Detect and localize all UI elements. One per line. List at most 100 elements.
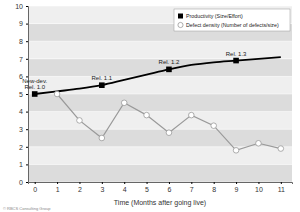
series-line <box>57 94 281 150</box>
x-tick: 5 <box>145 182 149 193</box>
y-tick-label: 9 <box>19 20 23 27</box>
chart: 01234567891011012345678910New-dev.Rel. 1… <box>0 0 300 212</box>
series-marker <box>256 140 262 146</box>
grid-band <box>28 76 292 94</box>
grid-band <box>28 112 292 130</box>
x-tick: 2 <box>78 182 82 193</box>
annotation-text: Rel. 1.3 <box>226 51 247 57</box>
series-marker <box>121 100 127 106</box>
series-marker <box>189 112 195 118</box>
x-tick-mark <box>258 182 259 184</box>
grid-line <box>28 146 292 147</box>
grid <box>28 6 292 182</box>
x-tick-label: 8 <box>212 186 216 193</box>
series-marker <box>211 123 217 129</box>
footnote: © RBCS Consulting Group <box>3 206 51 211</box>
series-marker <box>233 148 239 154</box>
legend-box <box>174 9 290 31</box>
series-marker <box>54 91 60 97</box>
grid-band <box>28 41 292 59</box>
grid-line <box>28 111 292 112</box>
grid-line <box>28 41 292 42</box>
legend-symbol <box>178 22 183 27</box>
plot-area: 01234567891011012345678910New-dev.Rel. 1… <box>15 3 292 193</box>
series-marker <box>99 135 105 141</box>
x-tick-mark <box>169 182 170 184</box>
x-axis-title: Time (Months after going live) <box>114 199 206 207</box>
y-tick-mark <box>26 182 28 183</box>
y-tick-mark <box>26 6 28 7</box>
grid-band <box>28 59 292 77</box>
y-tick-label: 4 <box>19 108 23 115</box>
x-tick-label: 4 <box>123 186 127 193</box>
y-tick-mark <box>26 59 28 60</box>
annotations: New-dev.Rel. 1.0Rel. 1.1Rel. 1.2Rel. 1.3 <box>22 51 247 90</box>
y-tick-mark <box>26 129 28 130</box>
x-tick-label: 9 <box>235 186 239 193</box>
legend: Productivity (Size/Effort)Defect density… <box>174 9 290 31</box>
series-marker <box>144 112 150 118</box>
x-tick-label: 6 <box>167 186 171 193</box>
grid-line <box>28 6 292 7</box>
x-tick: 11 <box>278 182 285 193</box>
y-tick: 4 <box>19 108 28 115</box>
x-tick: 4 <box>123 182 127 193</box>
x-tick-mark <box>236 182 237 184</box>
grid-band <box>28 164 292 182</box>
grid-band <box>28 94 292 112</box>
y-tick-label: 1 <box>19 161 23 168</box>
x-tick: 0 <box>33 182 37 193</box>
x-tick-mark <box>79 182 80 184</box>
x-tick-mark <box>281 182 282 184</box>
x-tick: 7 <box>190 182 194 193</box>
y-tick-mark <box>26 24 28 25</box>
x-tick: 9 <box>235 182 239 193</box>
y-tick: 8 <box>19 38 28 45</box>
x-tick: 8 <box>212 182 216 193</box>
x-tick-label: 11 <box>278 186 285 193</box>
y-tick-label: 0 <box>19 179 23 186</box>
x-axis: 0 1 2 3 4 5 6 7 8 9 10 11 <box>29 182 293 193</box>
x-tick: 10 <box>255 182 263 193</box>
y-axis-line <box>26 7 29 183</box>
x-tick-label: 5 <box>145 186 149 193</box>
annotation-text: Rel. 1.0 <box>24 84 45 90</box>
y-tick: 2 <box>19 144 28 151</box>
release-marker <box>99 82 105 88</box>
series-marker <box>278 146 284 152</box>
annotation-text: New-dev. <box>22 78 47 84</box>
x-tick-label: 1 <box>56 186 60 193</box>
x-tick-label: 10 <box>255 186 263 193</box>
y-tick-mark <box>26 147 28 148</box>
y-tick-mark <box>26 112 28 113</box>
y-tick-mark <box>26 41 28 42</box>
grid-band <box>28 147 292 165</box>
y-tick: 10 <box>15 3 28 10</box>
x-tick: 6 <box>167 182 171 193</box>
x-tick-label: 3 <box>100 186 104 193</box>
x-tick-label: 2 <box>78 186 82 193</box>
y-tick-label: 7 <box>19 56 23 63</box>
series-marker <box>77 118 83 124</box>
grid-line <box>28 129 292 130</box>
x-axis-line <box>29 183 293 185</box>
y-tick-mark <box>26 94 28 95</box>
y-tick-mark <box>26 164 28 165</box>
grid-line <box>28 76 292 77</box>
release-marker <box>233 58 239 64</box>
y-tick: 5 <box>19 91 28 98</box>
x-tick: 1 <box>56 182 60 193</box>
x-tick-mark <box>124 182 125 184</box>
release-marker <box>32 91 38 97</box>
grid-line <box>28 94 292 95</box>
annotation-text: Rel. 1.1 <box>91 75 112 81</box>
y-tick: 7 <box>19 56 28 63</box>
series-group <box>32 57 284 153</box>
y-tick: 3 <box>19 126 28 133</box>
x-tick-label: 7 <box>190 186 194 193</box>
y-tick-label: 8 <box>19 38 23 45</box>
y-tick: 0 <box>19 179 28 186</box>
y-tick: 9 <box>19 20 28 27</box>
series-marker <box>166 130 172 136</box>
x-tick-mark <box>214 182 215 184</box>
